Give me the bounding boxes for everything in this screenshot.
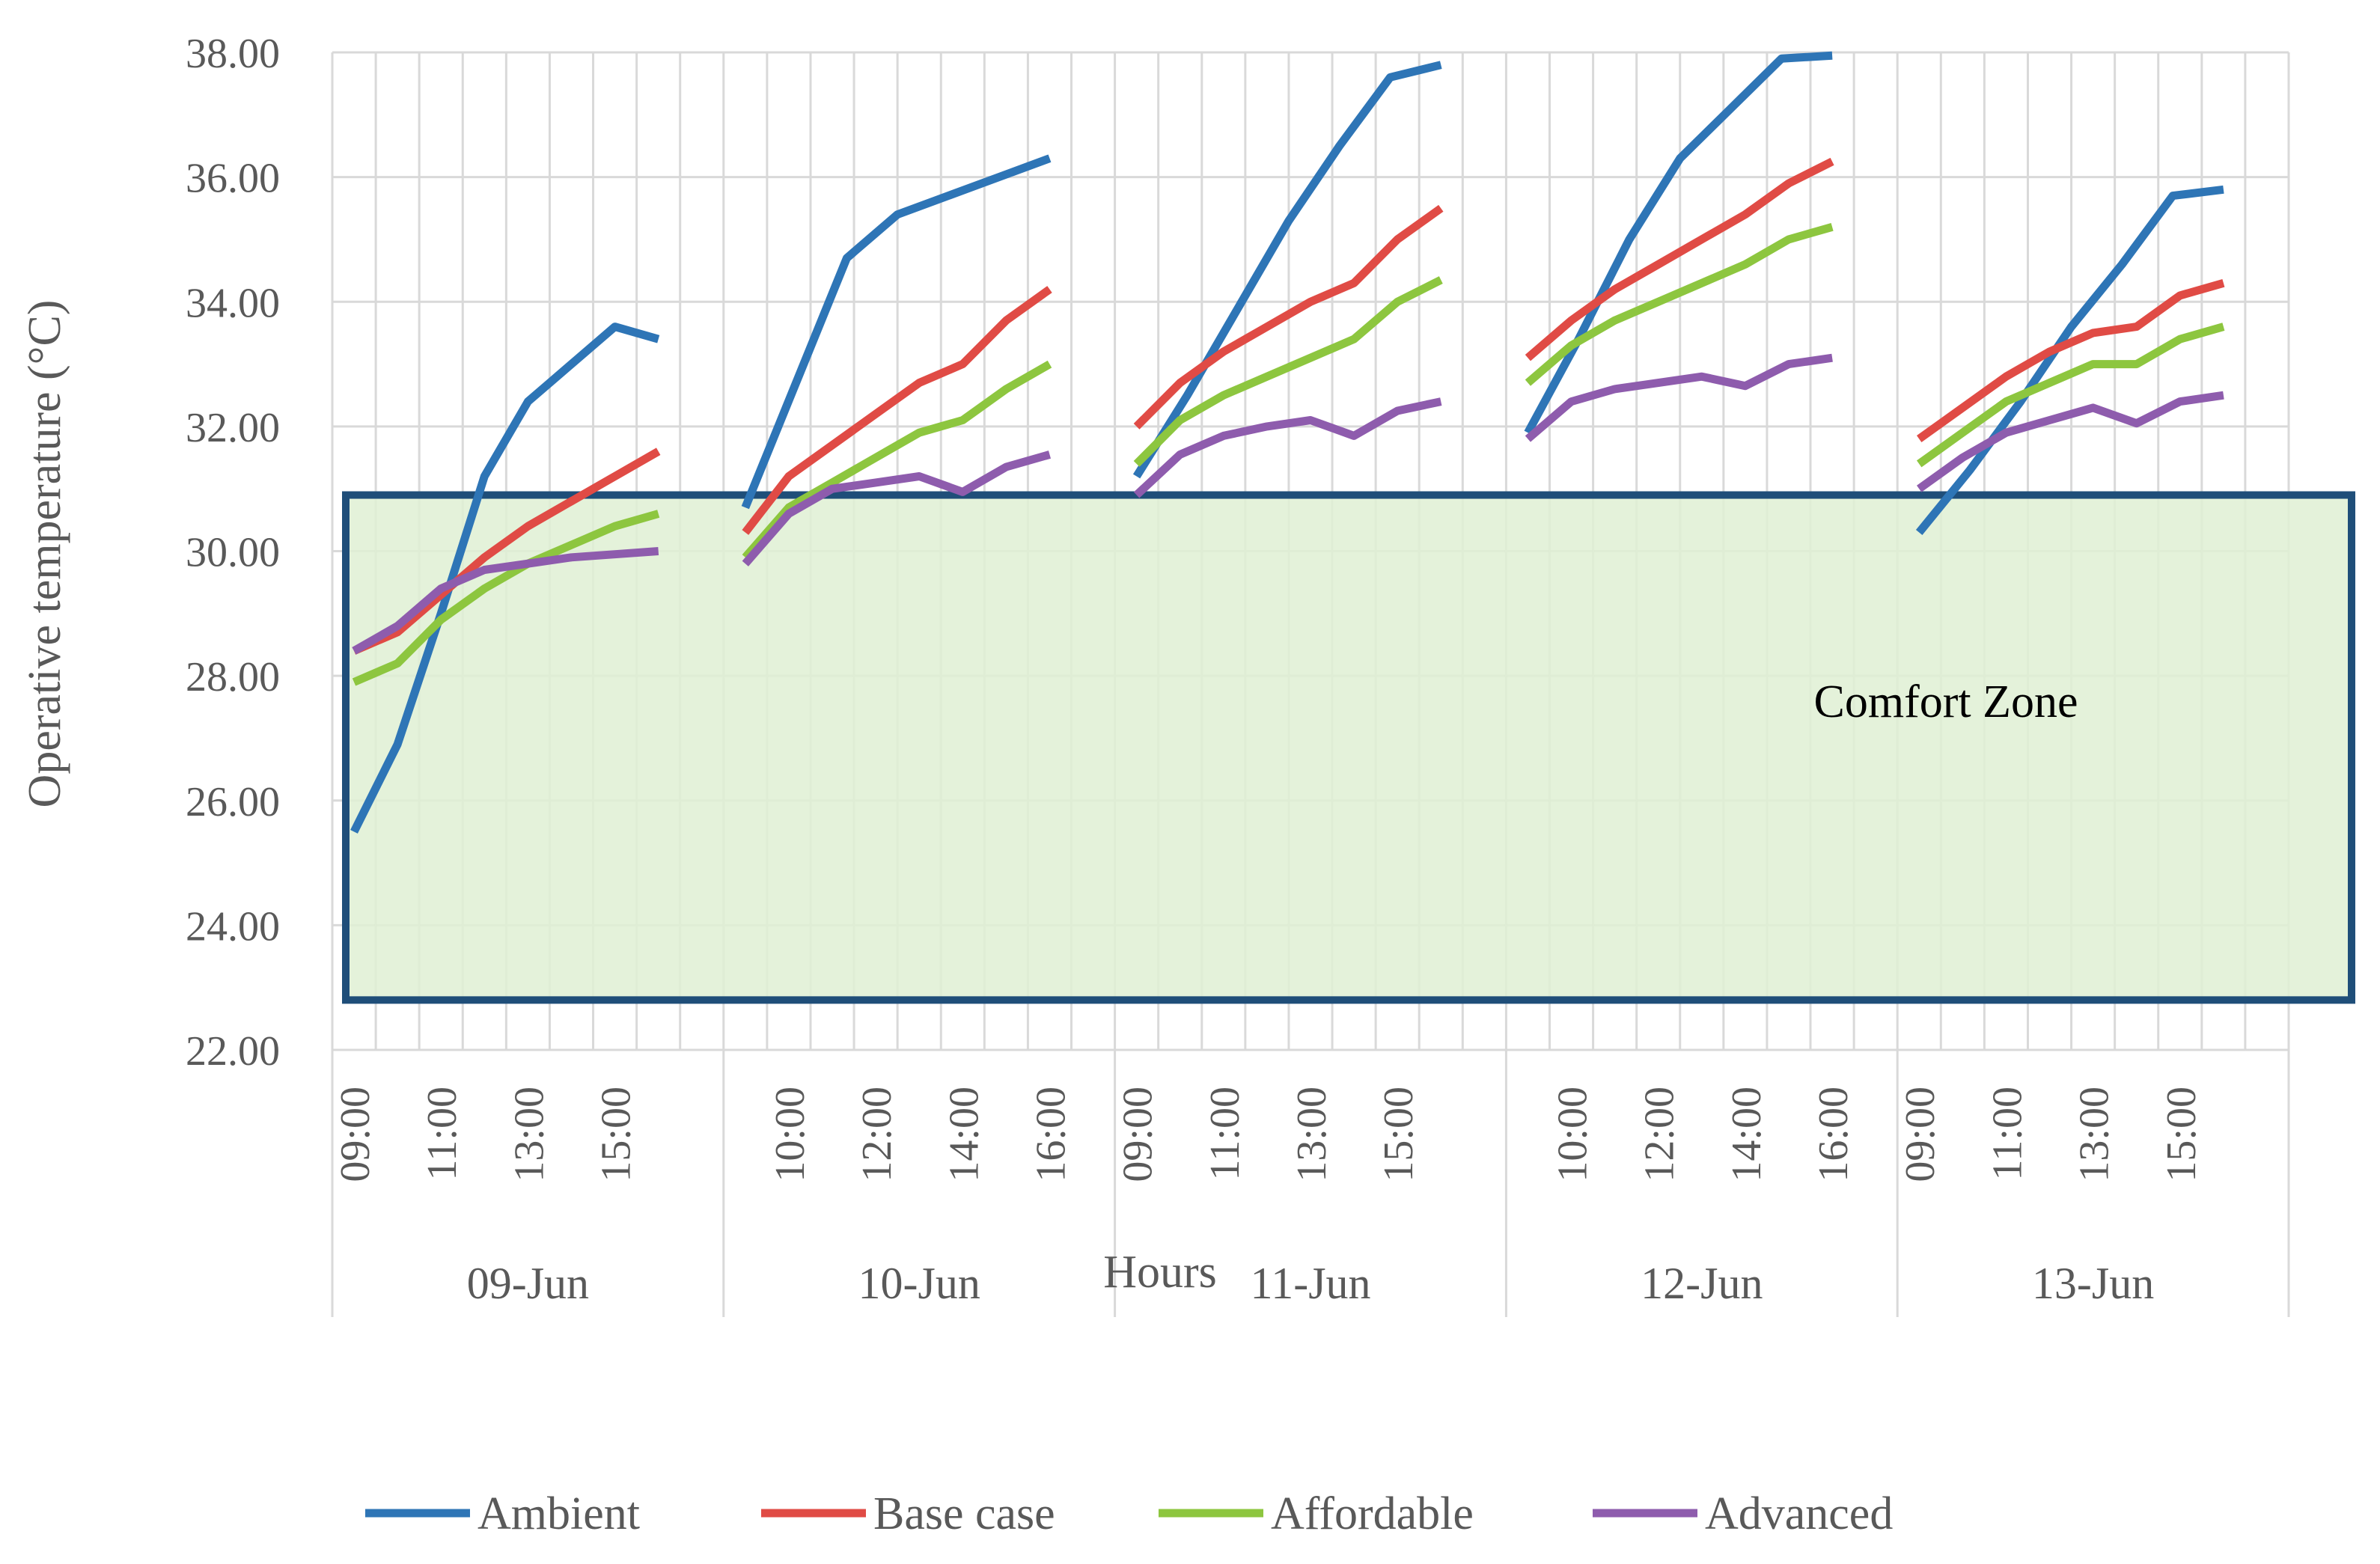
x-tick-label: 11:00 <box>1202 1087 1248 1180</box>
day-label: 10-Jun <box>858 1259 980 1308</box>
x-tick-label: 11:00 <box>1984 1087 2030 1180</box>
x-axis-title: Hours <box>1103 1247 1217 1298</box>
x-tick-label: 15:00 <box>594 1087 640 1182</box>
y-axis: 22.00 24.00 26.00 28.00 30.00 32.00 34.00 36.00… <box>186 31 280 1075</box>
legend-label: Base case <box>873 1488 1055 1539</box>
y-tick-label: 36.00 <box>186 156 280 202</box>
series-line-base-case-09-Jun <box>352 447 661 655</box>
x-tick-label: 14:00 <box>1724 1087 1770 1182</box>
x-tick-label: 09:00 <box>1897 1087 1944 1182</box>
series-layer <box>350 51 2225 834</box>
y-tick-label: 24.00 <box>186 903 280 950</box>
y-tick-label: 22.00 <box>186 1028 280 1075</box>
x-axis: 09:00 11:00 13:00 15:00 09-Jun 10:00 12:00 14:0… <box>332 1087 2205 1308</box>
series-line-base-case-10-Jun <box>742 286 1052 535</box>
series-line-advanced-12-Jun <box>1525 353 1833 442</box>
y-tick-label: 34.00 <box>186 280 280 326</box>
x-tick-label: 10:00 <box>1550 1087 1596 1182</box>
day-label: 11-Jun <box>1250 1259 1370 1308</box>
legend-label: Advanced <box>1705 1488 1893 1539</box>
day-label: 09-Jun <box>467 1259 589 1308</box>
y-tick-label: 26.00 <box>186 779 280 825</box>
x-tick-label: 15:00 <box>1376 1087 1422 1182</box>
x-tick-label: 13:00 <box>1289 1087 1335 1182</box>
series-line-affordable-11-Jun <box>1133 276 1443 467</box>
x-tick-label: 09:00 <box>1115 1087 1162 1182</box>
x-tick-label: 16:00 <box>1028 1087 1075 1182</box>
x-tick-label: 12:00 <box>854 1087 900 1182</box>
series-line-ambient-11-Jun <box>1132 61 1442 479</box>
legend-label: Affordable <box>1271 1488 1474 1539</box>
x-tick-label: 13:00 <box>2072 1087 2118 1182</box>
x-tick-label: 12:00 <box>1637 1087 1683 1182</box>
x-tick-label: 10:00 <box>767 1087 814 1182</box>
series-line-ambient-10-Jun <box>741 154 1052 510</box>
x-tick-label: 16:00 <box>1810 1087 1857 1182</box>
legend-label: Ambient <box>477 1488 640 1539</box>
series-line-affordable-12-Jun <box>1525 223 1834 386</box>
x-tick-label: 13:00 <box>506 1087 552 1182</box>
series-line-advanced-11-Jun <box>1133 397 1442 498</box>
x-tick-label: 11:00 <box>419 1087 466 1180</box>
series-line-base-case-13-Jun <box>1916 279 2225 442</box>
series-line-advanced-13-Jun <box>1916 391 2224 492</box>
series-line-affordable-13-Jun <box>1916 323 2225 468</box>
series-line-base-case-11-Jun <box>1133 204 1444 430</box>
y-tick-label: 30.00 <box>186 530 280 576</box>
series-line-ambient-09-Jun <box>350 323 660 834</box>
legend: Ambient Base case Affordable Advanced <box>365 1488 1893 1539</box>
comfort-zone-layer: Comfort Zone <box>342 491 2355 1004</box>
day-label: 12-Jun <box>1641 1259 1763 1308</box>
series-line-affordable-10-Jun <box>742 360 1052 560</box>
comfort-zone-label: Comfort Zone <box>1814 676 2078 727</box>
y-axis-title: Operative temperature (°C) <box>19 300 70 808</box>
x-tick-label: 14:00 <box>941 1087 987 1182</box>
y-tick-label: 38.00 <box>186 31 280 77</box>
y-tick-label: 32.00 <box>186 405 280 451</box>
series-line-advanced-10-Jun <box>742 450 1052 566</box>
series-line-ambient-13-Jun <box>1915 185 2224 535</box>
series-line-advanced-09-Jun <box>352 547 659 655</box>
series-line-affordable-09-Jun <box>352 510 660 686</box>
series-line-base-case-12-Jun <box>1525 157 1834 361</box>
comfort-zone <box>342 491 2355 1004</box>
day-label: 13-Jun <box>2032 1259 2154 1308</box>
x-tick-label: 09:00 <box>332 1087 379 1182</box>
y-tick-label: 28.00 <box>186 654 280 700</box>
x-tick-label: 15:00 <box>2158 1087 2205 1182</box>
